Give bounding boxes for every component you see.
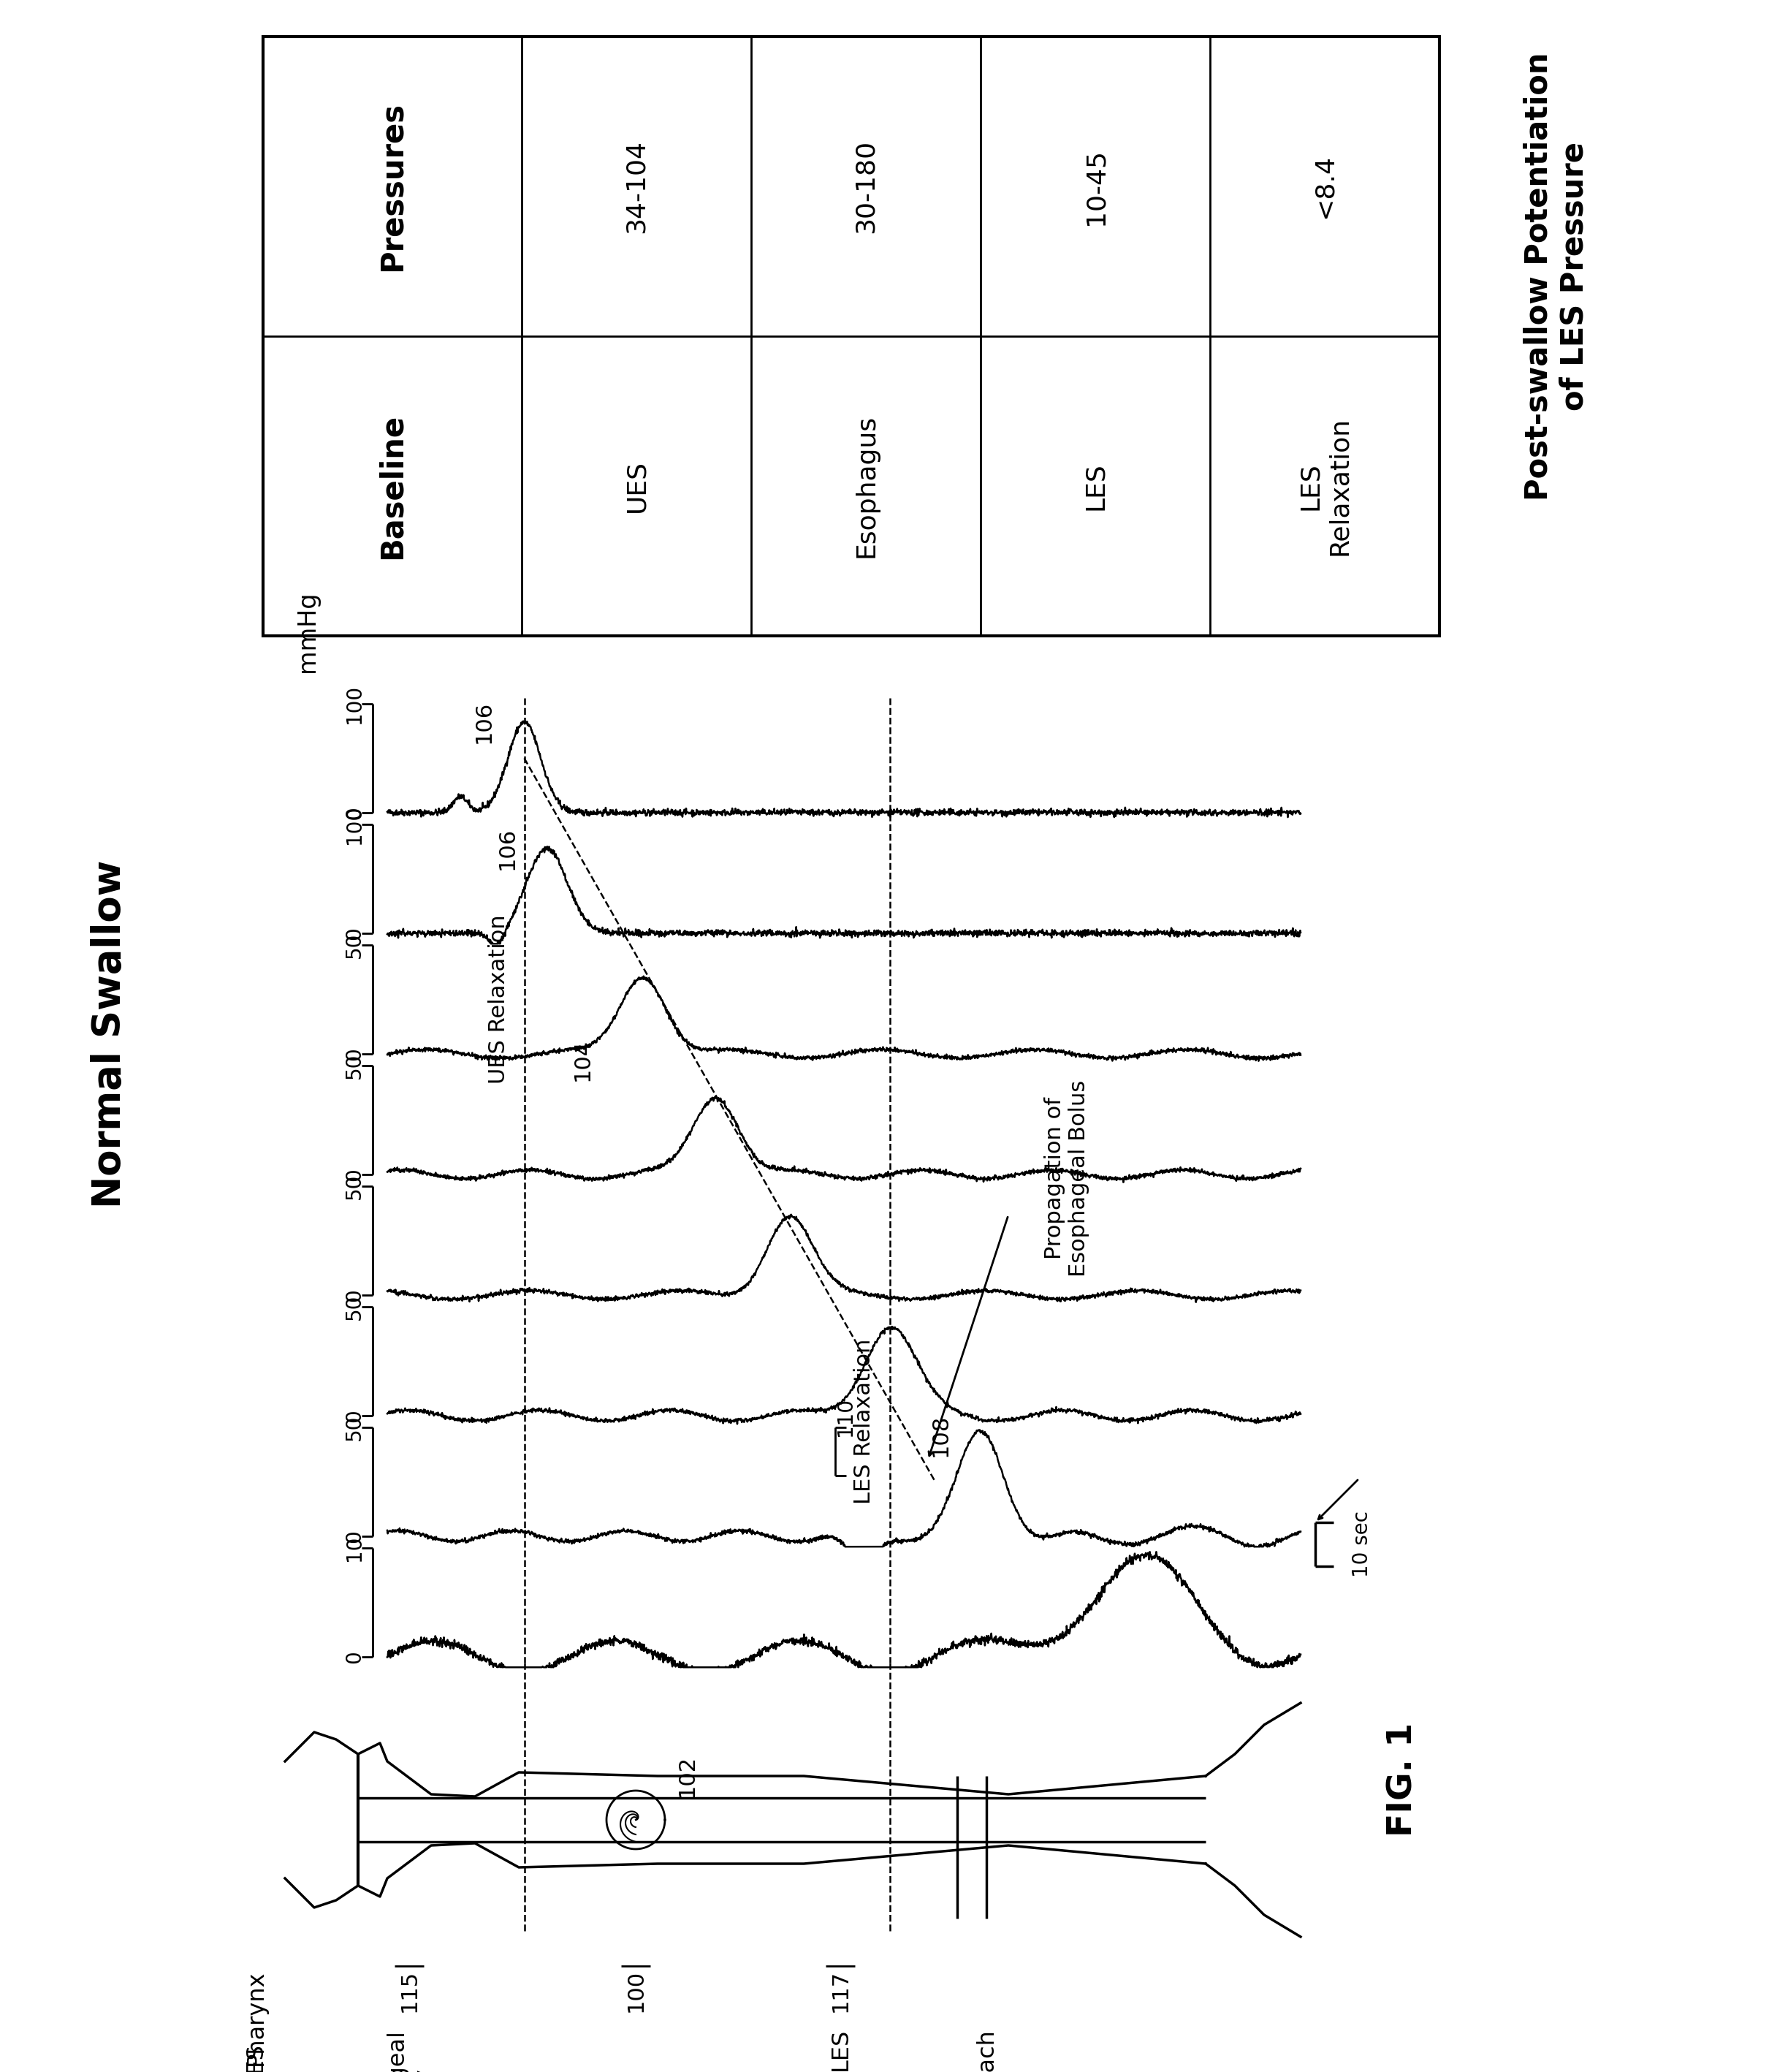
Text: 0: 0 [345,1649,364,1664]
Text: 50: 50 [345,932,364,957]
Text: 117: 117 [830,1970,851,2012]
Text: Stomach: Stomach [975,2028,998,2072]
Text: 50: 50 [345,1295,364,1320]
Text: 0: 0 [345,806,364,818]
Text: UES: UES [624,460,649,512]
Text: 100: 100 [345,806,364,843]
Text: LES: LES [1083,462,1107,510]
Text: 34-104: 34-104 [624,139,649,234]
Text: 50: 50 [345,1053,364,1080]
Text: Esophageal
Body: Esophageal Body [386,2028,433,2072]
Text: 10 sec: 10 sec [1352,1510,1373,1577]
Text: 10: 10 [345,1535,364,1560]
Text: Normal Swallow: Normal Swallow [90,860,129,1208]
Text: 0: 0 [345,1409,364,1421]
Text: <8.4: <8.4 [1313,153,1337,218]
Text: mmHg: mmHg [295,591,318,673]
Text: 30-180: 30-180 [853,139,879,234]
Text: LES Relaxation: LES Relaxation [853,1339,874,1504]
Text: 100: 100 [624,1970,646,2012]
Text: UES Relaxation: UES Relaxation [488,916,509,1084]
Text: FIG. 1: FIG. 1 [1387,1722,1419,1836]
Text: UES: UES [244,2043,267,2072]
Text: Post-swallow Potentiation
of LES Pressure: Post-swallow Potentiation of LES Pressur… [1523,52,1590,501]
Bar [264,37,1440,636]
Text: Propagation of
Esophageal Bolus: Propagation of Esophageal Bolus [1044,1080,1090,1276]
Text: Esophagus: Esophagus [853,414,879,557]
Text: 0: 0 [345,1046,364,1061]
Text: Pressures: Pressures [377,102,409,271]
Text: Baseline: Baseline [377,412,409,559]
Text: 102: 102 [676,1755,697,1796]
Text: 0: 0 [345,1169,364,1181]
Text: 0: 0 [345,926,364,939]
Text: 100: 100 [345,684,364,723]
Text: 108: 108 [930,1413,952,1457]
Text: 50: 50 [345,1173,364,1200]
Text: LES: LES [830,2028,851,2070]
Text: 10-45: 10-45 [1083,147,1107,224]
Text: 0: 0 [345,1529,364,1542]
Text: 110: 110 [835,1397,856,1436]
Text: 106: 106 [474,700,495,744]
Text: 106: 106 [497,827,518,870]
Text: 50: 50 [345,1415,364,1440]
Text: 115: 115 [398,1970,419,2012]
Text: 0: 0 [345,1289,364,1301]
Text: Pharynx: Pharynx [244,1970,267,2066]
Text: LES
Relaxation: LES Relaxation [1298,416,1352,555]
Text: 104: 104 [571,1038,593,1082]
